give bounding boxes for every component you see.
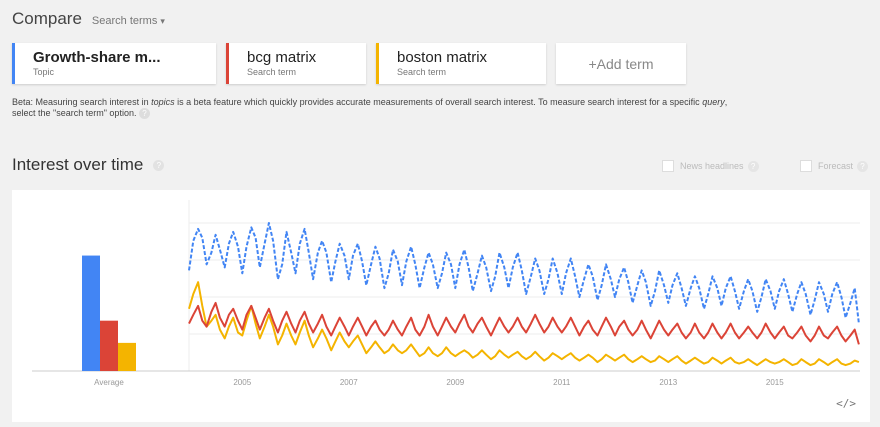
help-icon[interactable]: ? <box>747 160 759 172</box>
add-term-button[interactable]: +Add term <box>556 43 686 84</box>
average-label: Average <box>94 378 124 387</box>
x-tick-label: 2009 <box>446 378 464 387</box>
x-tick-label: 2015 <box>766 378 784 387</box>
beta-emphasis: query <box>702 97 725 107</box>
average-bar <box>82 255 100 371</box>
term-type: Search term <box>247 67 297 77</box>
term-name: bcg matrix <box>247 49 317 66</box>
news-headlines-checkbox[interactable] <box>662 160 674 172</box>
average-bar <box>100 320 118 371</box>
search-terms-dropdown[interactable]: Search terms ▾ <box>92 15 165 27</box>
term-type: Search term <box>397 67 447 77</box>
term-card-bcg-matrix[interactable]: bcg matrix Search term <box>226 43 366 84</box>
average-bar <box>118 342 136 371</box>
series-line-1 <box>188 301 860 345</box>
term-card-boston-matrix[interactable]: boston matrix Search term <box>376 43 546 84</box>
help-icon[interactable]: ? <box>857 160 869 172</box>
term-card-growth-share[interactable]: Growth-share m... Topic <box>12 43 216 84</box>
compare-header: Compare Search terms ▾ <box>12 9 165 35</box>
embed-code-icon[interactable]: </> <box>836 397 856 410</box>
term-type: Topic <box>33 67 55 77</box>
interest-chart: Average 2005 2007 2009 2011 2013 2015 <box>32 200 860 387</box>
x-tick-label: 2005 <box>233 378 251 387</box>
news-headlines-label: News headlines <box>680 161 744 171</box>
beta-text: Beta: Measuring search interest in <box>12 97 152 107</box>
series-line-2 <box>188 281 860 367</box>
compare-title: Compare <box>12 9 82 28</box>
interest-title: Interest over time <box>12 155 144 174</box>
forecast-checkbox[interactable] <box>800 160 812 172</box>
news-headlines-option: News headlines ? <box>662 160 759 172</box>
beta-text: , select the "search term" option. <box>12 97 728 118</box>
forecast-label: Forecast <box>818 161 854 171</box>
beta-emphasis: topics <box>151 97 175 107</box>
series-line-0 <box>188 222 860 324</box>
term-cards: Growth-share m... Topic bcg matrix Searc… <box>12 43 696 84</box>
x-tick-label: 2013 <box>659 378 677 387</box>
term-name: Growth-share m... <box>33 49 161 66</box>
interest-chart-panel: Average 2005 2007 2009 2011 2013 2015 </> <box>12 190 870 422</box>
x-tick-label: 2011 <box>553 378 571 387</box>
forecast-option: Forecast ? <box>800 160 869 172</box>
help-icon[interactable]: ? <box>153 160 165 172</box>
search-terms-label: Search terms <box>91 15 158 27</box>
interest-over-time-heading: Interest over time? <box>12 155 165 175</box>
beta-text: is a beta feature which quickly provides… <box>174 97 703 107</box>
beta-notice: Beta: Measuring search interest in topic… <box>12 97 732 120</box>
help-icon[interactable]: ? <box>138 108 150 120</box>
term-name: boston matrix <box>397 49 488 66</box>
caret-down-icon: ▾ <box>160 16 165 26</box>
x-tick-label: 2007 <box>340 378 358 387</box>
